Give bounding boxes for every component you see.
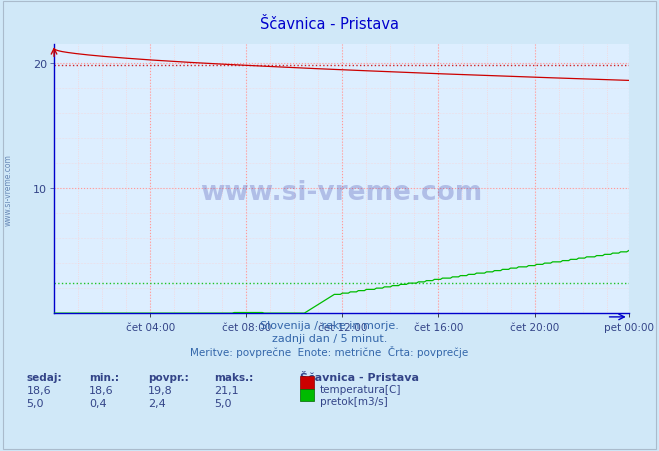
Text: www.si-vreme.com: www.si-vreme.com <box>200 179 482 206</box>
Text: 5,0: 5,0 <box>26 398 44 408</box>
Text: sedaj:: sedaj: <box>26 372 62 382</box>
Text: Ščavnica - Pristava: Ščavnica - Pristava <box>300 372 419 382</box>
Text: zadnji dan / 5 minut.: zadnji dan / 5 minut. <box>272 333 387 343</box>
Text: Meritve: povprečne  Enote: metrične  Črta: povprečje: Meritve: povprečne Enote: metrične Črta:… <box>190 345 469 358</box>
Text: Ščavnica - Pristava: Ščavnica - Pristava <box>260 17 399 32</box>
Text: povpr.:: povpr.: <box>148 372 189 382</box>
Text: 18,6: 18,6 <box>89 386 113 396</box>
Text: 0,4: 0,4 <box>89 398 107 408</box>
Text: min.:: min.: <box>89 372 119 382</box>
Text: Slovenija / reke in morje.: Slovenija / reke in morje. <box>260 320 399 330</box>
Text: pretok[m3/s]: pretok[m3/s] <box>320 396 387 406</box>
Text: 21,1: 21,1 <box>214 386 239 396</box>
Text: 18,6: 18,6 <box>26 386 51 396</box>
Text: temperatura[C]: temperatura[C] <box>320 384 401 394</box>
Text: 5,0: 5,0 <box>214 398 232 408</box>
Text: www.si-vreme.com: www.si-vreme.com <box>3 153 13 226</box>
Text: maks.:: maks.: <box>214 372 254 382</box>
Text: 2,4: 2,4 <box>148 398 166 408</box>
Text: 19,8: 19,8 <box>148 386 173 396</box>
